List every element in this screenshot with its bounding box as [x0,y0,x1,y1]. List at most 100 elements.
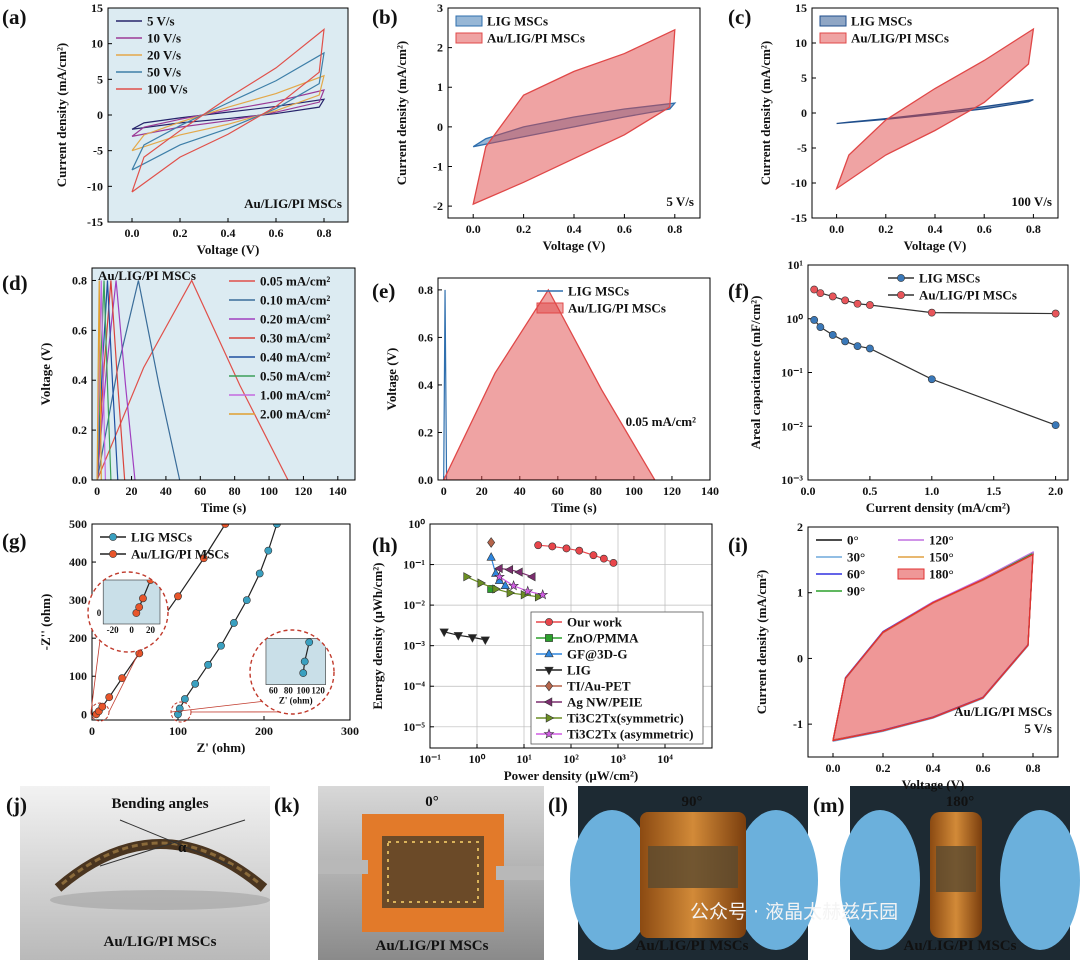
y-tick-label: 5 [801,71,807,85]
marker [332,243,339,250]
marker [897,291,905,299]
y-tick-label: 0 [801,106,807,120]
marker [494,563,503,574]
line [131,28,325,193]
marker [477,578,487,588]
x-tick-label: 10¹ [516,752,532,766]
x-tick-label: 0.0 [125,226,140,240]
x-tick-label: 0.0 [466,222,481,236]
marker [225,598,232,605]
marker [242,551,249,558]
marker [139,594,147,603]
inset-background [102,579,161,625]
panel-label: (l) [548,793,568,817]
x-tick-label: 80 [590,484,602,498]
y-axis-title: Voltage (V) [38,343,53,406]
photo-180: (m) 180° Au/LIG/PI MSCs [813,786,1080,960]
tangent-line [119,819,233,867]
legend-swatch [455,32,483,44]
x-tick-label: 40 [514,484,526,498]
legend-label: 0° [847,533,859,548]
marker [609,558,618,567]
y-tick-label: 0.8 [418,283,433,297]
marker [537,589,549,600]
marker [229,669,236,676]
plot-frame [91,267,356,481]
shadow [50,890,270,910]
marker [191,679,200,688]
y-tick-label: 10⁻² [781,419,803,433]
x-tick-label: 80 [229,484,241,498]
line [96,280,107,480]
legend-label: LIG [567,663,591,678]
legend-label: 5 V/s [147,14,175,29]
marker [534,592,544,602]
y-tick-label: 0.0 [72,473,87,487]
marker [204,660,212,669]
line [131,74,325,152]
x-tick-label: 0.5 [862,484,877,498]
y-tick-label: 0.6 [72,323,87,337]
marker [275,243,282,250]
y-tick-label: -10 [791,176,807,190]
y-tick-label: 0.8 [72,273,87,287]
y-axis-title: Current density (mA/cm²) [54,43,69,187]
line [813,319,1056,426]
plot-frame [429,523,713,749]
marker [217,641,225,650]
marker [1051,421,1060,430]
x-tick-label: 1.5 [986,484,1001,498]
marker [841,337,850,346]
marker [242,596,251,605]
annotation: 0.05 mA/cm² [626,414,696,429]
y-tick-label: 10⁻³ [403,639,425,653]
marker [816,323,825,331]
inset-x-title: Z' (ohm) [279,696,313,706]
x-tick-label: 0.8 [317,226,332,240]
marker [256,514,263,521]
inset-series [132,243,339,617]
marker [810,285,819,294]
y-tick-label: 0.4 [418,378,433,392]
marker [199,554,208,563]
watermark: 公众号 · 液晶太赫兹乐园 [690,901,898,923]
legend-label: LIG MSCs [487,14,548,29]
inset-border [87,571,169,653]
marker [439,628,449,638]
device-pattern [936,846,976,892]
annotation: Au/LIG/PI MSCs [244,196,342,211]
marker [370,385,377,392]
legend-label: 50 V/s [147,65,181,80]
chart-panel: 0 20 40 60 80 100 120 140 0.0 0.2 0.4 0.6 0.8 (e) Time… [372,277,719,515]
plot-frame [811,7,1059,219]
y-tick-label: 100 [69,669,87,683]
inset-x-tick-label: 20 [146,625,156,635]
line [499,576,543,596]
legend-frame [530,611,704,745]
photo-90: (l) 90° Au/LIG/PI MSCs [548,786,818,960]
chart-panel: 0.0 0.2 0.4 0.6 0.8 -15 -10 -5 0 5 10 15 (a) Voltage … [2,1,349,257]
x-tick-label: 10⁻¹ [419,752,441,766]
y-tick-label: 0.2 [72,423,87,437]
annotation: Au/LIG/PI MSCs [98,268,196,283]
photo-background [20,786,270,960]
marker [105,693,114,702]
marker [174,592,182,601]
line [96,280,112,480]
inset: -20 0 20 0 [97,243,339,635]
device-pattern [648,846,738,888]
marker [543,697,553,707]
area [442,288,656,480]
x-tick-label: 40 [160,484,172,498]
legend-label: LIG MSCs [131,530,192,545]
y-tick-label: 300 [69,593,87,607]
x-axis-title: Voltage (V) [904,238,967,253]
plot-frame [437,277,711,481]
y-axis-title: Current density (mA/cm²) [754,570,769,714]
marker [305,638,314,647]
x-tick-label: 0.6 [617,222,632,236]
marker [508,580,520,591]
marker [544,666,554,676]
